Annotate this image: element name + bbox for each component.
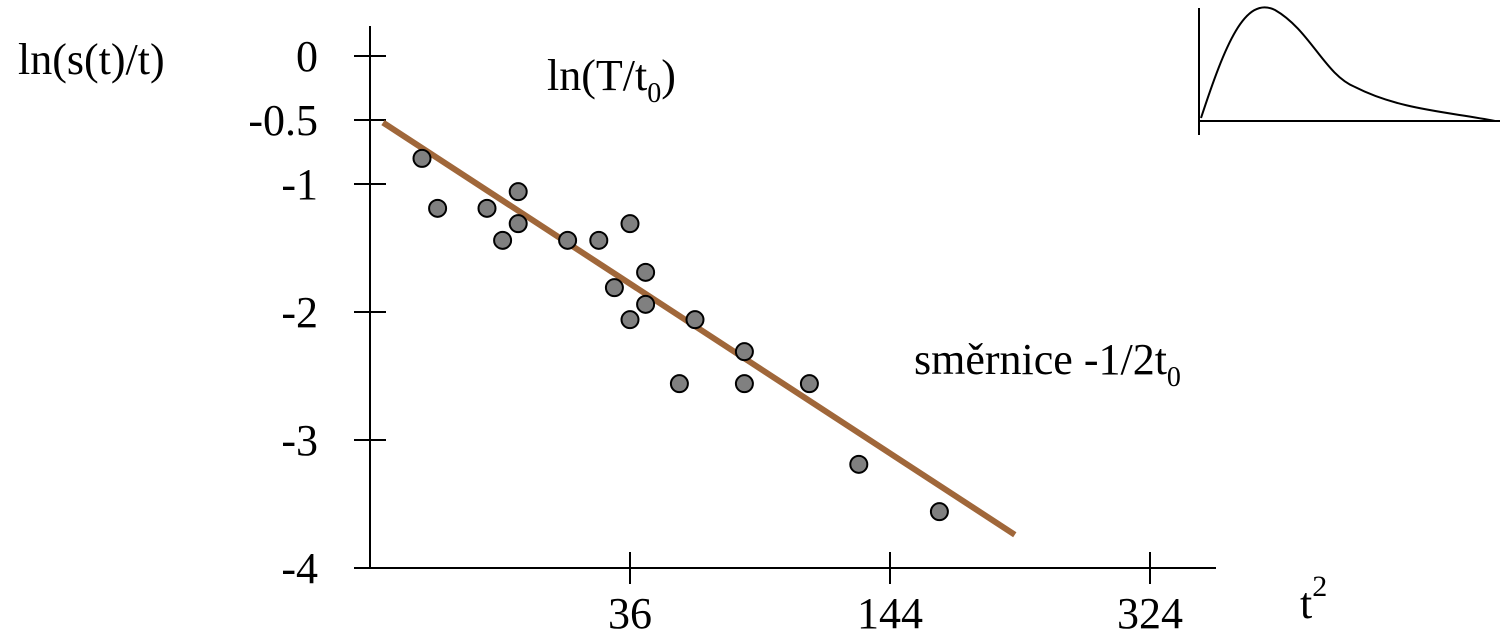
data-point (589, 230, 609, 250)
data-point (508, 182, 528, 202)
inset-curve (1198, 6, 1500, 135)
x-tick-label: 324 (1117, 589, 1183, 634)
intercept-label: ln(T/t0) (547, 51, 676, 109)
axes (369, 26, 1216, 569)
data-point (799, 374, 819, 394)
data-point (734, 342, 754, 362)
x-tick-label: 36 (608, 589, 652, 634)
data-point (620, 310, 640, 330)
data-point (929, 502, 949, 522)
data-point (508, 214, 528, 234)
data-point (734, 374, 754, 394)
ticks: 0 -0.5 -1 -2 -3 -4 36 144 324 (248, 32, 1183, 634)
y-tick-label: -3 (281, 416, 318, 465)
y-tick-label: -0.5 (248, 96, 318, 145)
data-point (685, 310, 705, 330)
y-tick-label: 0 (296, 32, 318, 81)
fit-line-group (381, 120, 1017, 538)
slope-label: směrnice -1/2t0 (914, 335, 1181, 393)
data-point (604, 278, 624, 298)
data-point (636, 262, 656, 282)
data-point (636, 294, 656, 314)
y-axis-label: ln(s(t)/t) (18, 35, 165, 84)
y-tick-label: -4 (281, 544, 318, 593)
points-group (412, 148, 949, 522)
y-tick-label: -1 (281, 160, 318, 209)
inset-curve-line (1200, 6, 1496, 122)
data-point (620, 214, 640, 234)
y-tick-label: -2 (281, 288, 318, 337)
x-tick-label: 144 (857, 589, 923, 634)
data-point (477, 198, 497, 218)
fit-line (381, 120, 1017, 538)
x-axis-label: t2 (1300, 570, 1327, 628)
data-point (669, 374, 689, 394)
data-point (412, 148, 432, 168)
data-point (428, 198, 448, 218)
data-point (558, 230, 578, 250)
data-point (849, 454, 869, 474)
data-point (493, 230, 513, 250)
